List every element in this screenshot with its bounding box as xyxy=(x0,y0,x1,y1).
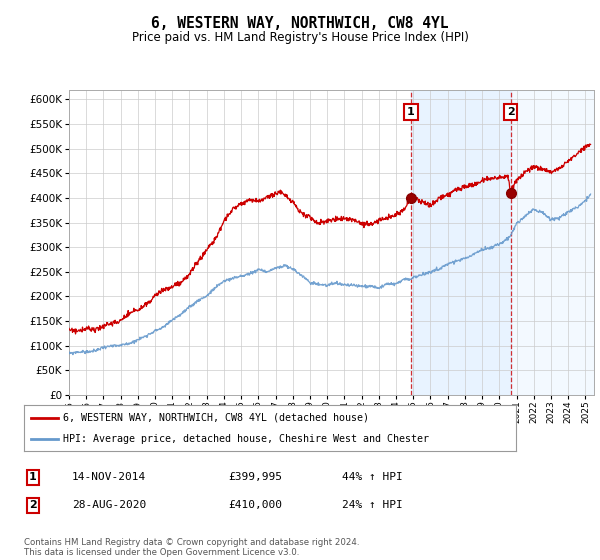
Text: Contains HM Land Registry data © Crown copyright and database right 2024.
This d: Contains HM Land Registry data © Crown c… xyxy=(24,538,359,557)
Text: 28-AUG-2020: 28-AUG-2020 xyxy=(72,500,146,510)
Text: 24% ↑ HPI: 24% ↑ HPI xyxy=(342,500,403,510)
Text: £399,995: £399,995 xyxy=(228,472,282,482)
Text: 2: 2 xyxy=(29,500,37,510)
Text: 1: 1 xyxy=(407,107,415,116)
Text: Price paid vs. HM Land Registry's House Price Index (HPI): Price paid vs. HM Land Registry's House … xyxy=(131,31,469,44)
Text: 2: 2 xyxy=(507,107,515,116)
Text: 44% ↑ HPI: 44% ↑ HPI xyxy=(342,472,403,482)
Text: 6, WESTERN WAY, NORTHWICH, CW8 4YL: 6, WESTERN WAY, NORTHWICH, CW8 4YL xyxy=(151,16,449,31)
Text: 6, WESTERN WAY, NORTHWICH, CW8 4YL (detached house): 6, WESTERN WAY, NORTHWICH, CW8 4YL (deta… xyxy=(64,413,370,423)
Bar xyxy=(411,90,511,395)
Text: £410,000: £410,000 xyxy=(228,500,282,510)
Text: HPI: Average price, detached house, Cheshire West and Chester: HPI: Average price, detached house, Ches… xyxy=(64,435,430,444)
Text: 14-NOV-2014: 14-NOV-2014 xyxy=(72,472,146,482)
Text: 1: 1 xyxy=(29,472,37,482)
Bar xyxy=(511,90,594,395)
